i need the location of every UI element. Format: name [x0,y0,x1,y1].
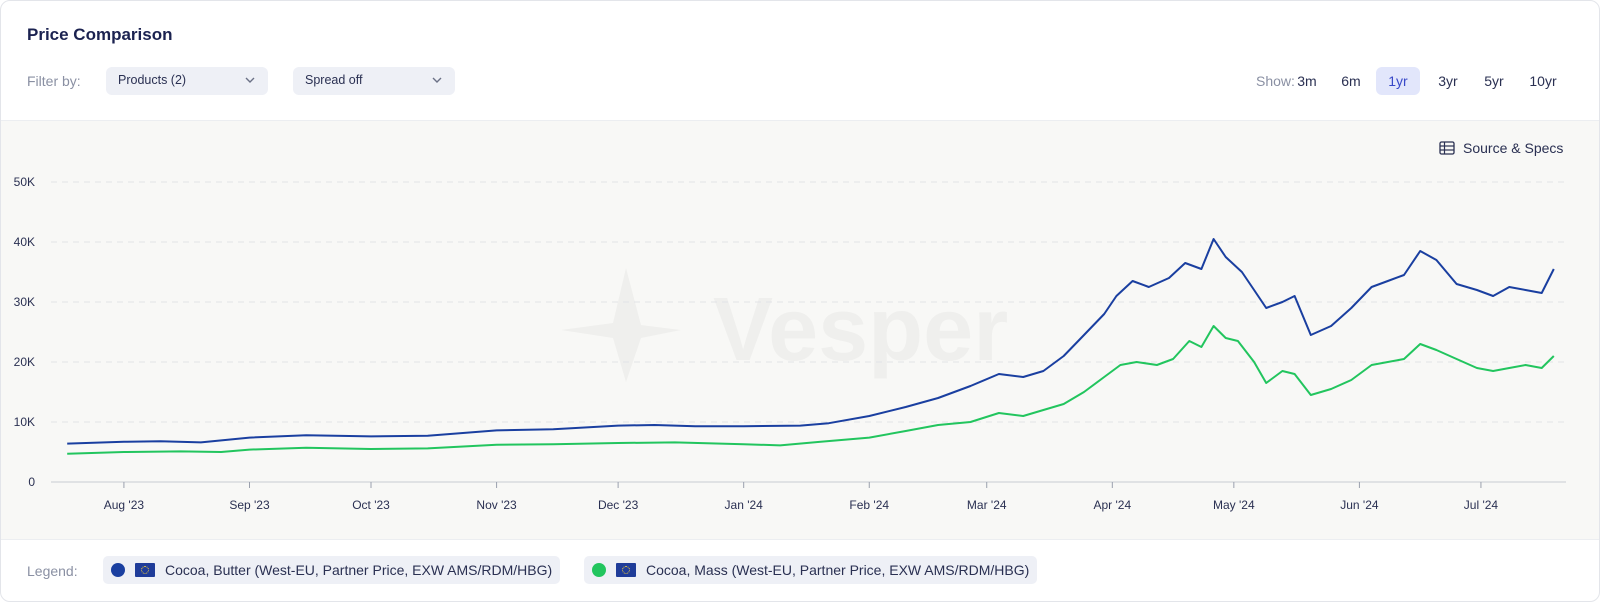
x-tick-label: May '24 [1213,498,1255,512]
y-tick-label: 10K [14,415,35,429]
vesper-watermark: Vesper [561,268,1008,382]
y-tick-label: 20K [14,355,35,369]
eu-flag-icon [616,563,636,577]
chevron-down-icon [432,77,442,83]
price-line-chart: Vesper 0 10K 20K 30K 40K 50K Aug '23 Sep '23 Oc… [14,175,1566,512]
filter-label: Filter by: [27,73,81,89]
table-icon [1439,141,1455,155]
y-tick-label: 0 [28,475,35,489]
series-color-dot [592,563,606,577]
x-tick-label: Sep '23 [229,498,270,512]
y-tick-label: 50K [14,175,35,189]
x-tick-label: Aug '23 [104,498,145,512]
legend-label: Legend: [27,563,78,579]
series-color-dot [111,563,125,577]
x-tick-label: Jun '24 [1340,498,1379,512]
legend-item-label: Cocoa, Mass (West-EU, Partner Price, EXW… [646,562,1030,578]
spread-dropdown-value: Spread off [305,73,363,87]
x-tick-label: Oct '23 [352,498,390,512]
series-line-cocoa-mass [67,325,1555,455]
chevron-down-icon [245,77,255,83]
range-10yr-button[interactable]: 10yr [1529,73,1557,89]
products-dropdown[interactable]: Products (2) [106,67,268,95]
x-tick-label: Apr '24 [1093,498,1131,512]
products-dropdown-value: Products (2) [118,73,187,87]
page-title: Price Comparison [27,25,173,44]
eu-flag-icon [135,563,155,577]
range-5yr-button[interactable]: 5yr [1484,73,1504,89]
chart-area [1,120,1599,540]
source-specs-label: Source & Specs [1463,140,1564,156]
legend-item-label: Cocoa, Butter (West-EU, Partner Price, E… [165,562,553,578]
legend-item-cocoa-mass[interactable]: Cocoa, Mass (West-EU, Partner Price, EXW… [584,556,1038,584]
spread-dropdown[interactable]: Spread off [293,67,455,95]
x-tick-label: Feb '24 [849,498,889,512]
x-tick-label: Mar '24 [967,498,1007,512]
range-3yr-button[interactable]: 3yr [1438,73,1458,89]
y-tick-label: 40K [14,235,35,249]
range-1yr-button[interactable]: 1yr [1376,67,1420,95]
range-6m-button[interactable]: 6m [1341,73,1361,89]
x-tick-label: Dec '23 [598,498,639,512]
x-tick-label: Jul '24 [1464,498,1499,512]
series-line-cocoa-butter [67,238,1555,445]
range-3m-button[interactable]: 3m [1297,73,1317,89]
x-tick-label: Jan '24 [725,498,764,512]
x-tick-label: Nov '23 [476,498,517,512]
show-label: Show: [1256,73,1295,89]
legend-item-cocoa-butter[interactable]: Cocoa, Butter (West-EU, Partner Price, E… [103,556,561,584]
watermark-text: Vesper [713,280,1008,380]
y-tick-label: 30K [14,295,35,309]
source-specs-button[interactable]: Source & Specs [1439,140,1563,156]
